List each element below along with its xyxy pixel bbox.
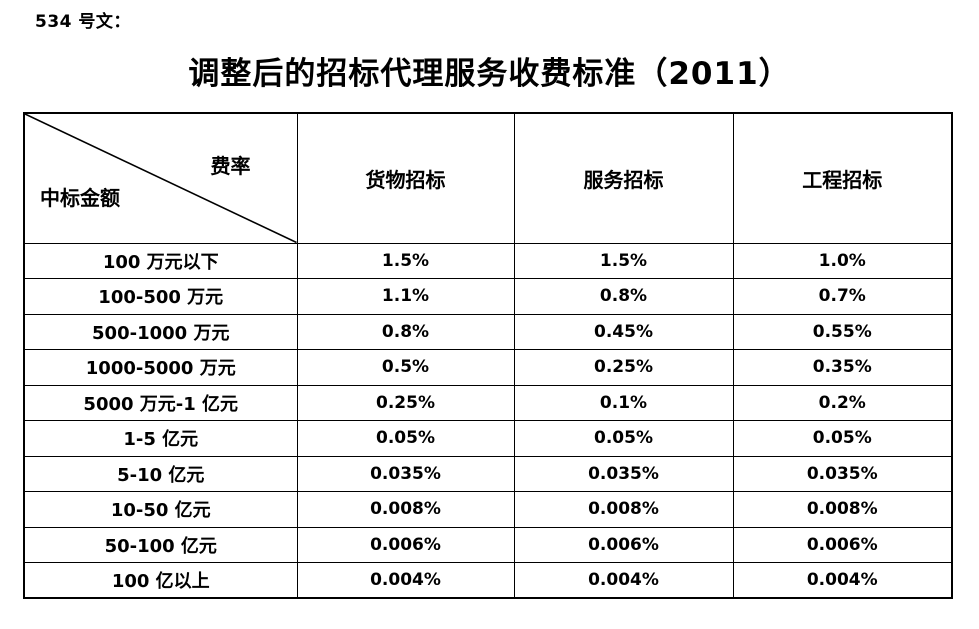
row-label: 100-500 万元 — [23, 278, 298, 315]
table-row: 100-500 万元 1.1% 0.8% 0.7% — [23, 278, 953, 315]
table-row: 10-50 亿元 0.008% 0.008% 0.008% — [23, 491, 953, 528]
rate-cell: 1.5% — [513, 242, 734, 279]
rate-cell: 0.004% — [296, 562, 515, 599]
row-label: 5-10 亿元 — [23, 455, 298, 492]
column-header-engineering: 工程招标 — [732, 112, 953, 244]
row-label: 500-1000 万元 — [23, 313, 298, 350]
table-row: 50-100 亿元 0.006% 0.006% 0.006% — [23, 526, 953, 563]
rate-cell: 0.035% — [296, 455, 515, 492]
table-row: 1-5 亿元 0.05% 0.05% 0.05% — [23, 420, 953, 457]
row-label: 10-50 亿元 — [23, 491, 298, 528]
table-row: 100 万元以下 1.5% 1.5% 1.0% — [23, 242, 953, 279]
rate-cell: 0.006% — [296, 526, 515, 563]
rate-cell: 0.8% — [296, 313, 515, 350]
corner-label-amount: 中标金额 — [40, 185, 120, 210]
rate-cell: 0.35% — [732, 349, 953, 386]
row-label: 50-100 亿元 — [23, 526, 298, 563]
rate-cell: 0.45% — [513, 313, 734, 350]
rate-cell: 0.008% — [513, 491, 734, 528]
table-row: 1000-5000 万元 0.5% 0.25% 0.35% — [23, 349, 953, 386]
rate-cell: 0.035% — [513, 455, 734, 492]
row-label: 1-5 亿元 — [23, 420, 298, 457]
fee-rate-table: 费率 中标金额 货物招标 服务招标 工程招标 100 万元以下 1.5% 1.5… — [23, 112, 953, 599]
rate-cell: 0.035% — [732, 455, 953, 492]
diagonal-line — [25, 114, 297, 243]
table-header-row: 费率 中标金额 货物招标 服务招标 工程招标 — [23, 112, 953, 244]
diagonal-header-cell: 费率 中标金额 — [23, 112, 298, 244]
page-title: 调整后的招标代理服务收费标准（2011） — [188, 56, 791, 92]
rate-cell: 0.25% — [296, 384, 515, 421]
table-row: 100 亿以上 0.004% 0.004% 0.004% — [23, 562, 953, 599]
row-label: 1000-5000 万元 — [23, 349, 298, 386]
rate-cell: 1.0% — [732, 242, 953, 279]
rate-cell: 0.004% — [732, 562, 953, 599]
rate-cell: 0.2% — [732, 384, 953, 421]
rate-cell: 0.006% — [732, 526, 953, 563]
rate-cell: 0.008% — [296, 491, 515, 528]
row-label: 100 亿以上 — [23, 562, 298, 599]
rate-cell: 0.006% — [513, 526, 734, 563]
rate-cell: 0.05% — [296, 420, 515, 457]
doc-number: 534 号文： — [35, 12, 131, 32]
rate-cell: 0.004% — [513, 562, 734, 599]
rate-cell: 0.8% — [513, 278, 734, 315]
column-header-goods: 货物招标 — [296, 112, 515, 244]
column-header-services: 服务招标 — [513, 112, 734, 244]
rate-cell: 0.55% — [732, 313, 953, 350]
rate-cell: 1.1% — [296, 278, 515, 315]
rate-cell: 0.05% — [732, 420, 953, 457]
table-row: 500-1000 万元 0.8% 0.45% 0.55% — [23, 313, 953, 350]
row-label: 100 万元以下 — [23, 242, 298, 279]
rate-cell: 0.05% — [513, 420, 734, 457]
rate-cell: 0.7% — [732, 278, 953, 315]
table-row: 5000 万元-1 亿元 0.25% 0.1% 0.2% — [23, 384, 953, 421]
rate-cell: 0.1% — [513, 384, 734, 421]
rate-cell: 0.25% — [513, 349, 734, 386]
table-row: 5-10 亿元 0.035% 0.035% 0.035% — [23, 455, 953, 492]
rate-cell: 0.008% — [732, 491, 953, 528]
rate-cell: 0.5% — [296, 349, 515, 386]
corner-label-rate: 费率 — [210, 154, 251, 178]
rate-cell: 1.5% — [296, 242, 515, 279]
row-label: 5000 万元-1 亿元 — [23, 384, 298, 421]
